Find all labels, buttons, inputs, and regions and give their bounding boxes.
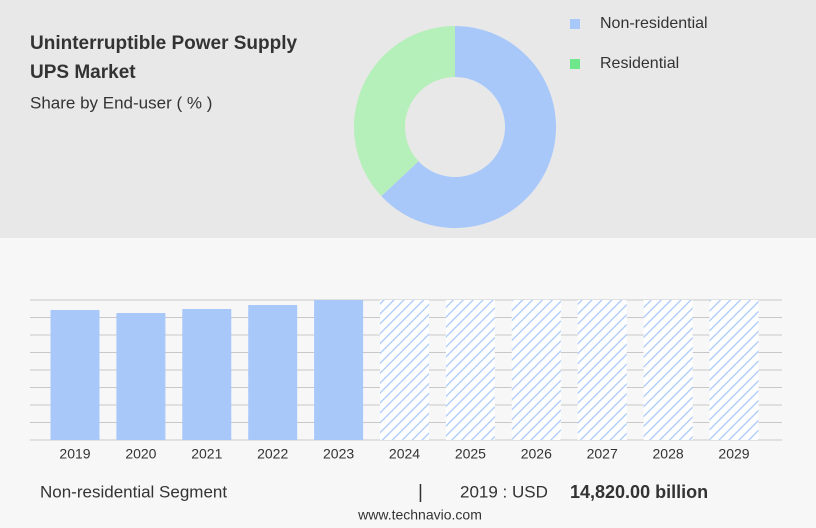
title: Uninterruptible Power Supply bbox=[30, 33, 298, 54]
donut-segment bbox=[354, 26, 455, 197]
x-tick-label: 2028 bbox=[653, 446, 684, 462]
footer-value: 14,820.00 billion bbox=[570, 482, 708, 502]
x-tick-label: 2019 bbox=[59, 446, 90, 462]
forecast-bar bbox=[445, 300, 495, 440]
forecast-bar bbox=[577, 300, 627, 440]
x-tick-label: 2025 bbox=[455, 446, 486, 462]
x-tick-label: 2023 bbox=[323, 446, 354, 462]
x-tick-label: 2026 bbox=[521, 446, 552, 462]
x-tick-label: 2027 bbox=[587, 446, 618, 462]
legend-swatch bbox=[570, 19, 580, 29]
footer-segment: Non-residential Segment bbox=[40, 482, 227, 501]
forecast-bar bbox=[643, 300, 693, 440]
bar bbox=[314, 300, 364, 440]
separator: | bbox=[418, 482, 423, 503]
bar bbox=[182, 309, 232, 440]
donut-segment bbox=[381, 26, 556, 228]
legend-label: Non-residential bbox=[600, 15, 708, 32]
x-tick-label: 2020 bbox=[125, 446, 156, 462]
footer-year: 2019 : USD bbox=[460, 482, 548, 501]
subtitle: Share by End-user ( % ) bbox=[30, 93, 212, 112]
x-tick-label: 2022 bbox=[257, 446, 288, 462]
forecast-bar bbox=[709, 300, 759, 440]
bar bbox=[50, 310, 100, 440]
x-tick-label: 2024 bbox=[389, 446, 420, 462]
legend-label: Residential bbox=[600, 55, 679, 72]
x-tick-label: 2021 bbox=[191, 446, 222, 462]
bar bbox=[116, 313, 166, 440]
source: www.technavio.com bbox=[357, 507, 482, 523]
title: UPS Market bbox=[30, 62, 136, 83]
bar bbox=[248, 305, 298, 440]
forecast-bar bbox=[380, 300, 429, 440]
x-tick-label: 2029 bbox=[718, 446, 749, 462]
legend-swatch bbox=[570, 59, 580, 69]
forecast-bar bbox=[511, 300, 561, 440]
